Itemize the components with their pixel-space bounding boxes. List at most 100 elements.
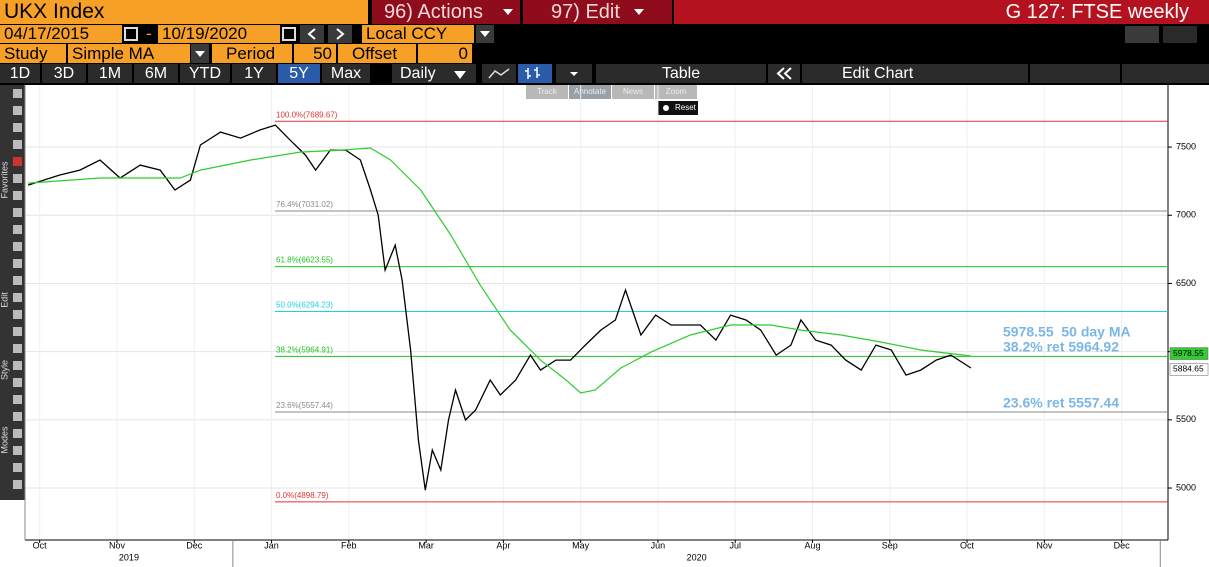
retracement-label: 50.0%(6294.23) bbox=[276, 301, 333, 310]
security-field[interactable]: UKX Index bbox=[0, 0, 368, 24]
dropdown-arrow bbox=[570, 72, 578, 76]
chart-note: 23.6% ret 5557.44 bbox=[1003, 395, 1119, 411]
range-button[interactable]: YTD bbox=[180, 64, 230, 83]
dropdown-arrow bbox=[503, 9, 513, 15]
sidebar-label: Modes bbox=[0, 426, 9, 454]
retracement-label: 0.0%(4898.79) bbox=[276, 491, 329, 500]
settings-button[interactable] bbox=[1122, 64, 1209, 83]
reset-label: Reset bbox=[675, 103, 697, 112]
tool-button[interactable] bbox=[526, 85, 568, 99]
range-button[interactable]: 1Y bbox=[232, 64, 276, 83]
tool-label: Zoom bbox=[666, 87, 687, 96]
edit-chart-button[interactable]: Edit Chart bbox=[802, 64, 1028, 83]
range-button[interactable]: 3D bbox=[42, 64, 86, 83]
sidebar-tool bbox=[13, 446, 22, 455]
x-tick-label: Nov bbox=[1036, 540, 1053, 550]
table-button[interactable]: Table bbox=[596, 64, 766, 83]
tool-button[interactable] bbox=[655, 85, 697, 99]
prev-button[interactable] bbox=[300, 25, 324, 43]
tool-label: Track bbox=[537, 87, 558, 96]
study-label: Study bbox=[0, 44, 66, 63]
sidebar-tool bbox=[13, 293, 22, 302]
x-tick-label: May bbox=[572, 540, 590, 550]
bar-icon bbox=[525, 67, 540, 79]
sidebar-tool bbox=[13, 480, 22, 489]
sidebar-tool bbox=[13, 89, 22, 98]
next-button[interactable] bbox=[328, 25, 352, 43]
collapse-button[interactable] bbox=[768, 64, 800, 83]
range-button[interactable]: 6M bbox=[134, 64, 178, 83]
study-field[interactable]: Simple MA bbox=[68, 44, 190, 63]
tool-label: News bbox=[623, 87, 643, 96]
calendar-icon[interactable] bbox=[124, 27, 138, 41]
x-tick-label: Aug bbox=[804, 540, 820, 550]
range-button[interactable]: 1D bbox=[0, 64, 40, 83]
edit-menu[interactable]: 97) Edit bbox=[523, 0, 672, 24]
sidebar-tool bbox=[13, 242, 22, 251]
retracement-label: 23.6%(5557.44) bbox=[276, 401, 333, 410]
sidebar-tool bbox=[13, 429, 22, 438]
x-tick-label: Sep bbox=[882, 540, 898, 550]
year-label: 2020 bbox=[687, 552, 707, 562]
collapse-icon bbox=[783, 67, 792, 80]
range-button[interactable]: Max bbox=[322, 64, 370, 83]
x-tick-label: Oct bbox=[960, 540, 975, 550]
start-date[interactable]: 04/17/2015 bbox=[0, 25, 122, 43]
draw-button[interactable] bbox=[1030, 64, 1120, 83]
undo-button[interactable] bbox=[1125, 26, 1159, 43]
x-tick-label: Dec bbox=[1114, 540, 1131, 550]
window-title: G 127: FTSE weekly bbox=[674, 0, 1209, 24]
tool-label: Annotate bbox=[574, 87, 607, 96]
bar-style-button[interactable] bbox=[518, 64, 552, 83]
x-tick-label: Jun bbox=[651, 540, 666, 550]
y-tick-label: 6500 bbox=[1176, 278, 1196, 288]
reset-icon bbox=[663, 105, 669, 111]
period-field[interactable]: 50 bbox=[294, 44, 336, 63]
sidebar-tool bbox=[13, 259, 22, 268]
calendar-icon[interactable] bbox=[282, 27, 296, 41]
actions-menu[interactable]: 96) Actions bbox=[372, 0, 520, 24]
offset-field[interactable]: 0 bbox=[418, 44, 472, 63]
chart: Favorites Edit Style Modes Track Annotate News… bbox=[0, 85, 1209, 567]
sidebar-tool bbox=[13, 208, 22, 217]
chart-note: 5978.55 50 day MA bbox=[1003, 324, 1131, 340]
series-line bbox=[27, 124, 972, 491]
end-date[interactable]: 10/19/2020 bbox=[158, 25, 280, 43]
x-tick-label: Oct bbox=[33, 540, 48, 550]
currency-field[interactable]: Local CCY bbox=[362, 25, 474, 43]
y-tick-label: 5500 bbox=[1176, 414, 1196, 424]
y-tick-label: 7500 bbox=[1176, 141, 1196, 151]
range-button[interactable]: 5Y bbox=[278, 64, 320, 83]
series-line bbox=[28, 147, 971, 394]
sidebar-tool bbox=[13, 191, 22, 200]
sidebar-tool bbox=[13, 174, 22, 183]
sidebar-tool bbox=[13, 378, 22, 387]
sidebar-tool bbox=[13, 123, 22, 132]
period-label: Period bbox=[212, 44, 292, 63]
sidebar-label: Favorites bbox=[0, 161, 9, 199]
reset-button[interactable] bbox=[658, 101, 698, 115]
line-icon bbox=[488, 68, 510, 79]
sidebar-tool bbox=[13, 395, 22, 404]
chart-background bbox=[0, 85, 1209, 567]
x-tick-label: Nov bbox=[109, 540, 126, 550]
prev-icon bbox=[307, 28, 316, 40]
retracement-label: 76.4%(7031.02) bbox=[276, 200, 333, 209]
redo-button[interactable] bbox=[1163, 26, 1197, 43]
last-value-tag bbox=[1169, 347, 1209, 360]
year-label: 2019 bbox=[119, 552, 139, 562]
x-tick-label: Feb bbox=[341, 540, 357, 550]
x-tick-label: Jan bbox=[264, 540, 279, 550]
range-button[interactable]: 1M bbox=[88, 64, 132, 83]
sidebar-tool bbox=[13, 310, 22, 319]
tool-button[interactable] bbox=[612, 85, 654, 99]
dropdown-arrow bbox=[634, 9, 644, 15]
sidebar-tool bbox=[13, 140, 22, 149]
sidebar-tool bbox=[13, 106, 22, 115]
x-tick-label: Apr bbox=[496, 540, 510, 550]
tool-button[interactable] bbox=[569, 85, 611, 99]
x-tick-label: Jul bbox=[729, 540, 741, 550]
date-nav bbox=[300, 25, 352, 43]
offset-label: Offset bbox=[338, 44, 416, 63]
last-value-tag bbox=[1169, 363, 1209, 376]
